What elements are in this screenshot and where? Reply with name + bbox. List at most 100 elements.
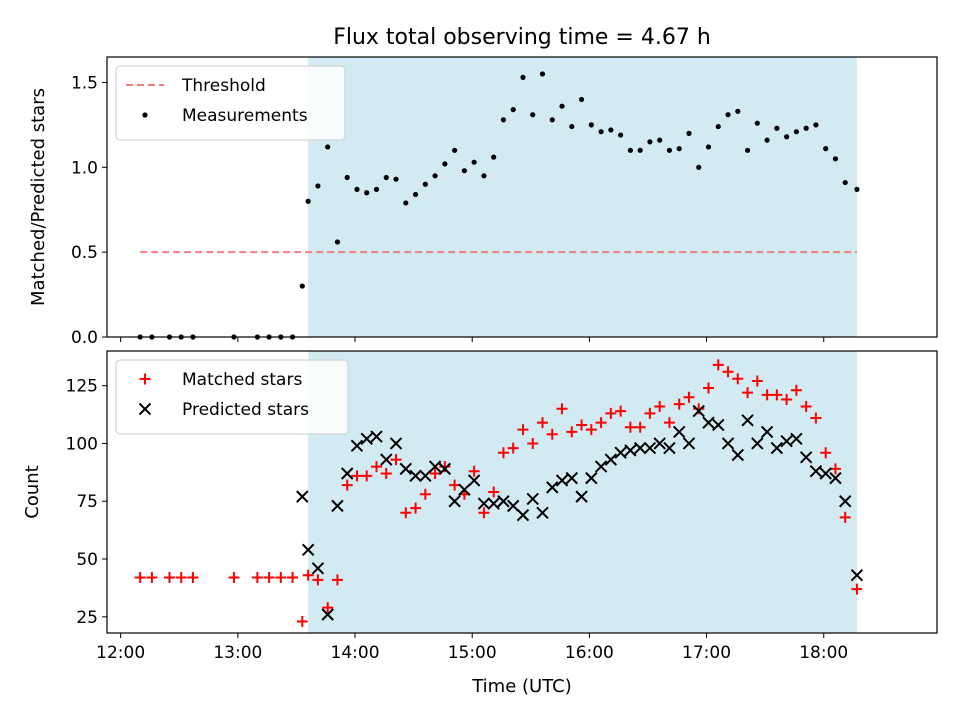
bottom-legend-box (115, 359, 349, 435)
top-series-0-point-43 (618, 132, 624, 138)
bottom-series-0-point-23 (419, 488, 431, 500)
top-series-0-point-22 (412, 191, 419, 198)
top-series-0-point-18 (373, 186, 380, 192)
bottom-series-1-point-10 (389, 437, 403, 450)
bottom-series-1-point-34 (624, 444, 637, 457)
bottom-series-0-point-43 (615, 405, 627, 417)
top-series-0-point-32 (510, 107, 516, 113)
top-panel-ratio: 0.0 0.5 1.0 1.5 Matched/Predicted stars Thres… (28, 56, 938, 348)
top-series-0-point-14 (334, 239, 341, 245)
bottom-series-1-point-53 (809, 464, 823, 478)
bottom-series-0-point-2 (163, 572, 175, 584)
bottom-series-0-point-63 (810, 412, 822, 424)
bottom-series-0-point-45 (634, 421, 646, 433)
bottom-series-1-point-6 (350, 439, 364, 452)
top-legend-label-1: Measurements (182, 106, 308, 126)
bottom-series-0-point-56 (742, 387, 754, 399)
bottom-series-0-point-57 (751, 375, 763, 387)
bottom-series-1-point-57 (850, 569, 864, 582)
top-series-0-point-65 (832, 156, 839, 162)
bottom-legend-label-1: Predicted stars (182, 400, 309, 420)
bottom-series-1-point-54 (819, 467, 832, 480)
bottom-series-1-point-14 (428, 460, 442, 473)
top-series-0-point-17 (364, 190, 370, 196)
bottom-series-1-point-11 (399, 462, 413, 476)
top-series-0-point-51 (696, 164, 702, 170)
top-series-0-point-55 (735, 108, 741, 114)
bottom-series-1-point-0 (296, 490, 309, 503)
bottom-y-tick-label-0: 25 (76, 608, 98, 628)
bottom-series-1-point-50 (780, 434, 793, 448)
bottom-series-1-point-8 (370, 430, 383, 443)
x-tick-label-0: 12:00 (96, 643, 145, 663)
bottom-series-0-point-55 (732, 373, 744, 385)
bottom-series-1-point-23 (516, 508, 530, 522)
bottom-series-1-point-32 (604, 453, 618, 466)
bottom-series-0-point-21 (400, 507, 412, 519)
bottom-series-0-point-48 (663, 417, 675, 429)
bottom-series-0-point-20 (390, 454, 402, 466)
bottom-legend-label-0: Matched stars (182, 370, 302, 390)
top-series-0-point-58 (764, 137, 770, 143)
top-series-0-point-30 (491, 154, 497, 160)
bottom-series-0-point-6 (251, 572, 263, 584)
bottom-series-1-point-41 (692, 404, 705, 418)
bottom-y-axis-label: Count (22, 465, 43, 518)
bottom-series-0-point-40 (585, 424, 597, 436)
bottom-series-1-point-21 (497, 495, 510, 508)
top-series-0-point-41 (598, 129, 604, 135)
bottom-series-0-point-61 (790, 384, 802, 396)
top-observing-window (308, 57, 857, 337)
top-series-0-point-12 (315, 183, 321, 189)
top-series-0-point-21 (403, 200, 409, 206)
top-legend: Threshold Measurements (115, 65, 346, 141)
bottom-y-tick-label-3: 100 (66, 434, 98, 454)
top-series-0-point-24 (432, 173, 438, 179)
top-series-0-point-38 (569, 123, 575, 130)
bottom-series-0-point-36 (546, 428, 558, 440)
bottom-series-1-point-45 (731, 448, 745, 462)
bottom-series-0-point-4 (187, 572, 199, 584)
top-legend-swatch-1 (142, 112, 148, 118)
bottom-series-1-point-52 (799, 451, 813, 464)
top-series-0-point-23 (422, 181, 428, 187)
bottom-series-0-point-41 (595, 417, 607, 429)
top-series-0-point-20 (393, 176, 399, 182)
top-series-0-point-52 (705, 144, 712, 150)
bottom-series-1-point-17 (458, 483, 471, 496)
x-axis-label: Time (UTC) (471, 676, 572, 697)
bottom-series-1-point-31 (594, 460, 608, 473)
bottom-series-0-point-37 (556, 403, 568, 415)
top-series-0-point-45 (637, 147, 643, 153)
bottom-series-0-point-46 (644, 407, 656, 419)
bottom-series-0-point-22 (410, 502, 422, 514)
bottom-series-1-point-15 (438, 462, 452, 476)
top-series-0-point-13 (325, 144, 331, 150)
top-series-0-point-54 (725, 112, 731, 118)
bottom-series-1-point-13 (419, 469, 432, 483)
bottom-series-1-point-24 (526, 492, 539, 506)
top-series-0-point-63 (813, 122, 819, 128)
bottom-y-tick-label-1: 50 (76, 550, 98, 570)
top-series-0-point-33 (520, 74, 526, 80)
bottom-series-0-point-18 (371, 461, 383, 473)
top-series-0-point-35 (539, 71, 546, 77)
bottom-series-0-point-58 (761, 389, 773, 401)
bottom-series-0-point-5 (228, 572, 240, 584)
x-tick-label-3: 15:00 (448, 643, 497, 663)
bottom-series-1-point-28 (565, 471, 579, 485)
bottom-series-0-point-8 (275, 572, 287, 584)
bottom-series-1-point-48 (760, 425, 774, 439)
x-tick-label-6: 18:00 (799, 643, 848, 663)
top-series-0-point-36 (549, 117, 555, 123)
bottom-series-0-point-26 (449, 479, 461, 491)
top-series-0-point-42 (608, 127, 614, 133)
bottom-series-1-point-5 (341, 467, 354, 480)
bottom-series-0-point-13 (322, 602, 334, 614)
bottom-series-0-point-49 (673, 398, 685, 410)
top-series-0-point-11 (305, 198, 311, 204)
bottom-series-1-point-18 (467, 474, 481, 487)
bottom-series-1-point-47 (751, 437, 764, 450)
bottom-series-1-point-43 (712, 418, 725, 432)
